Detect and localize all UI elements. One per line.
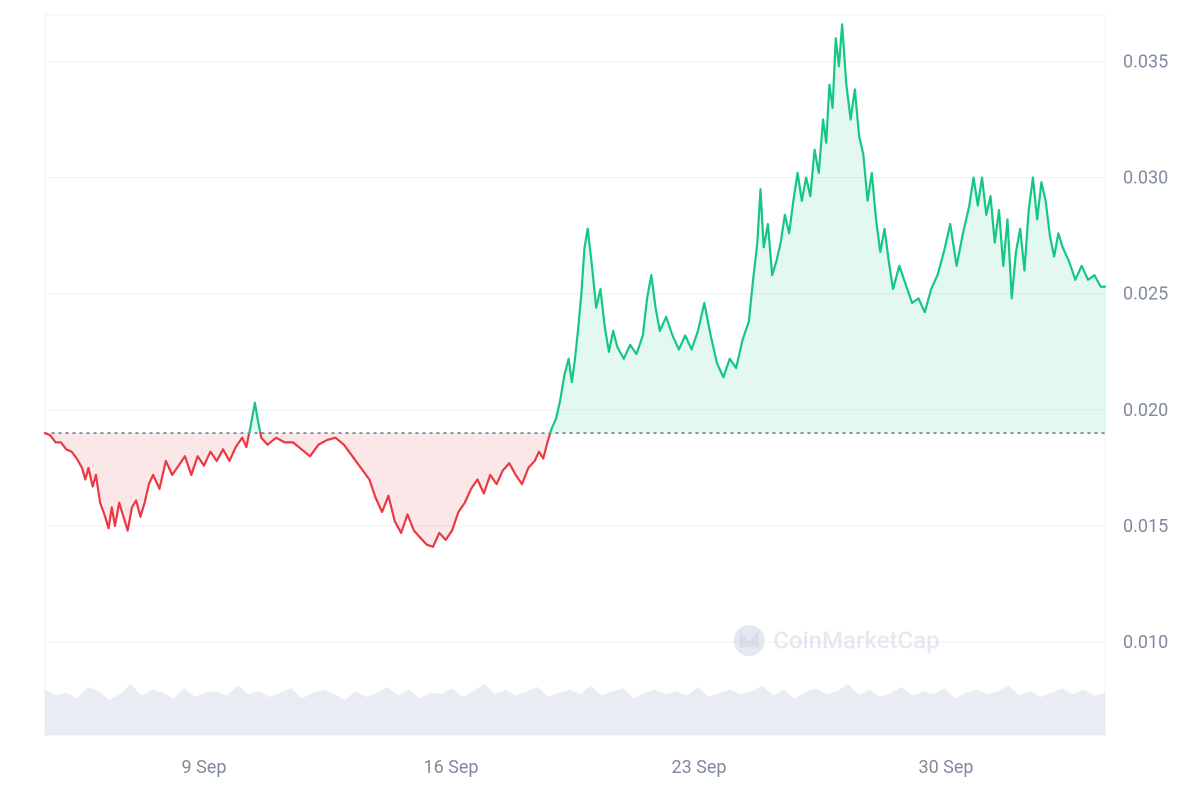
price-chart-svg[interactable]: 0.010 0.015 0.020 0.025 0.030 0.035 9 Sep 16 Se… bbox=[0, 0, 1200, 800]
x-tick-label: 9 Sep bbox=[182, 757, 227, 778]
y-tick-label: 0.020 bbox=[1123, 400, 1168, 421]
y-tick-label: 0.030 bbox=[1123, 168, 1168, 189]
x-tick-label: 30 Sep bbox=[918, 757, 973, 778]
y-tick-label: 0.010 bbox=[1123, 632, 1168, 653]
watermark-text: CoinMarketCap bbox=[773, 627, 939, 655]
y-tick-label: 0.015 bbox=[1123, 516, 1168, 537]
x-tick-label: 16 Sep bbox=[423, 757, 478, 778]
x-tick-label: 23 Sep bbox=[671, 757, 726, 778]
y-tick-label: 0.025 bbox=[1123, 284, 1168, 305]
price-chart-container: 0.010 0.015 0.020 0.025 0.030 0.035 9 Sep 16 Se… bbox=[0, 0, 1200, 800]
y-tick-label: 0.035 bbox=[1123, 51, 1168, 72]
